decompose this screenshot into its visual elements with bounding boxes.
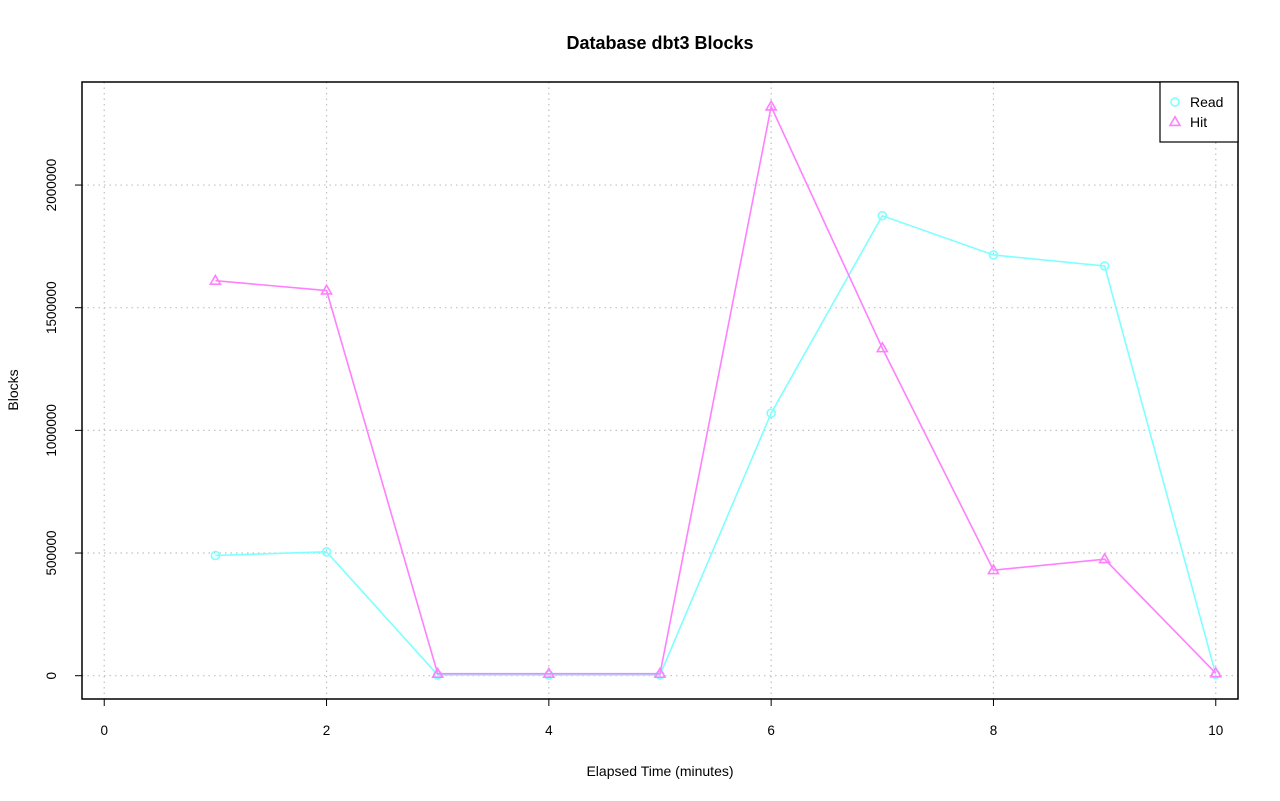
x-tick-label: 4: [545, 723, 553, 738]
data-point: [208, 273, 222, 285]
data-point: [542, 666, 556, 678]
legend-marker: [1168, 115, 1182, 127]
x-tick-label: 0: [100, 723, 108, 738]
x-tick-label: 2: [323, 723, 331, 738]
series-read: [210, 210, 1221, 680]
x-tick-label: 10: [1208, 723, 1223, 738]
y-tick-label: 1000000: [44, 404, 59, 457]
data-point: [988, 250, 999, 260]
data-point: [987, 563, 1000, 575]
data-point: [1098, 552, 1112, 564]
legend-marker: [1170, 97, 1180, 107]
data-point: [320, 283, 333, 295]
y-tick-label: 1500000: [44, 281, 59, 334]
x-tick-label: 6: [767, 723, 775, 738]
legend-label: Hit: [1190, 114, 1207, 130]
series-layer: [208, 99, 1223, 680]
grid: [82, 82, 1238, 699]
y-tick-label: 0: [44, 672, 59, 680]
x-axis-label: Elapsed Time (minutes): [586, 763, 733, 779]
data-point: [764, 99, 778, 111]
y-tick-label: 500000: [44, 530, 59, 575]
data-point: [653, 666, 667, 678]
data-point: [877, 210, 888, 221]
y-axis-label: Blocks: [5, 369, 21, 410]
series-hit: [208, 99, 1223, 678]
y-axis: 0 500000 1000000 1500000 2000000: [44, 159, 82, 680]
x-tick-label: 8: [990, 723, 998, 738]
data-point: [431, 666, 445, 678]
legend-box: [1159, 81, 1239, 143]
data-point: [1099, 261, 1110, 271]
data-point: [210, 550, 221, 561]
x-axis: 0 2 4 6 8 10: [100, 699, 1223, 738]
legend: Read Hit: [1159, 81, 1239, 143]
data-point: [1209, 666, 1223, 678]
legend-label: Read: [1190, 94, 1223, 110]
y-tick-label: 2000000: [44, 159, 59, 212]
series-line: [215, 214, 1217, 676]
data-point: [766, 408, 776, 418]
series-line: [215, 103, 1217, 675]
plot-frame: [81, 81, 1239, 700]
data-point: [875, 341, 889, 353]
chart-title: Database dbt3 Blocks: [566, 33, 753, 53]
data-point: [321, 547, 332, 557]
